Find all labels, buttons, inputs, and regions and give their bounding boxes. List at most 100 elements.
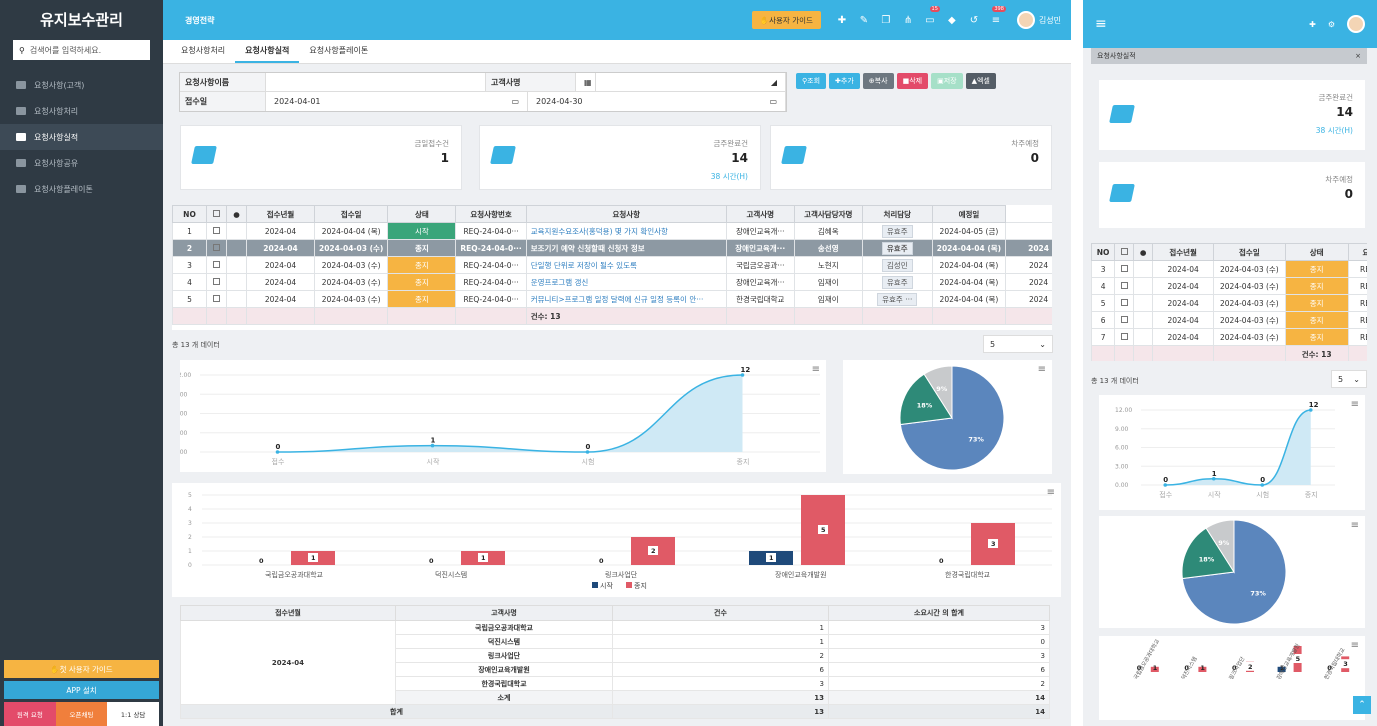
checkbox-icon[interactable]	[1120, 315, 1128, 323]
pie-slice[interactable]	[923, 365, 953, 420]
checkbox-icon[interactable]	[213, 294, 220, 302]
add-button[interactable]: ✚ 추가	[829, 73, 860, 89]
save-button[interactable]: ▣ 저장	[931, 73, 963, 89]
mobile-page-size[interactable]: 5 ⌄	[1331, 370, 1367, 388]
bell-icon[interactable]: ◆	[948, 14, 956, 26]
comment-icon[interactable]: ●	[1133, 243, 1154, 261]
date-to-input[interactable]: 2024-04-30 ▭	[528, 92, 786, 111]
checkbox-icon[interactable]	[213, 226, 220, 234]
checkbox-icon[interactable]	[1120, 281, 1128, 289]
excel-button[interactable]: ▲ 엑셀	[965, 73, 996, 89]
page-size-select[interactable]: 5 ⌄	[983, 335, 1053, 353]
grid-header[interactable]: 접수년월	[1152, 243, 1215, 261]
hamburger-icon[interactable]: ≡	[1095, 16, 1107, 32]
grid-header[interactable]: 접수일	[313, 205, 389, 223]
grid-header[interactable]: 처리담당	[861, 205, 933, 223]
tab-request-playton[interactable]: 요청사항플레이톤	[309, 46, 369, 55]
menu-icon[interactable]: ≡	[1037, 364, 1046, 375]
delete-button[interactable]: ■ 삭제	[896, 73, 929, 89]
eraser-icon[interactable]: ◢	[770, 77, 777, 87]
data-point[interactable]	[1308, 408, 1313, 412]
scroll-top-button[interactable]: ⌃	[1353, 696, 1371, 714]
sidebar-item-request-performance[interactable]: 요청사항실적	[0, 124, 163, 150]
sidebar-item-request-sharing[interactable]: 요청사항공유	[0, 150, 163, 176]
share-icon[interactable]: ⋔	[903, 14, 913, 26]
open-chat-button[interactable]: 오픈채팅	[55, 702, 108, 726]
checkbox-icon[interactable]	[1120, 264, 1128, 272]
edit-icon[interactable]: ✎	[859, 14, 869, 26]
calendar-icon[interactable]: ▭	[769, 97, 777, 106]
pie-slice[interactable]	[1181, 527, 1235, 580]
grid-header[interactable]: 요청사항번호	[455, 205, 527, 223]
bar[interactable]	[1277, 666, 1286, 672]
data-point[interactable]	[1260, 483, 1265, 487]
search-button[interactable]: ⚲ 조회	[796, 73, 827, 89]
checkbox-icon[interactable]	[1120, 298, 1128, 306]
app-install-button[interactable]: APP 설치	[4, 681, 159, 699]
mobile-tab[interactable]: 요청사항실적 ×	[1091, 48, 1367, 64]
grid-header[interactable]: 접수년월	[246, 205, 315, 223]
bar[interactable]	[1198, 666, 1207, 672]
table-row[interactable]: 2 2024-04 2024-04-03 (수) 종지 REQ-24-04-0··· 보조…	[172, 239, 1052, 257]
copy-button[interactable]: ⊕ 복사	[862, 73, 894, 89]
checkbox-icon[interactable]	[1120, 247, 1128, 255]
comment-icon[interactable]: ●	[226, 205, 247, 223]
data-point[interactable]	[1211, 476, 1216, 481]
user-name[interactable]: 김성민	[1038, 15, 1061, 25]
table-row[interactable]: 4 2024-04 2024-04-03 (수) 종지 REQ-24-04-0··· 운영…	[172, 273, 1052, 291]
list-icon[interactable]: ≡ 398	[991, 6, 1006, 26]
remote-request-button[interactable]: 원격 요청	[4, 702, 56, 726]
copy-icon[interactable]: ❐	[881, 14, 891, 26]
grid-header[interactable]: NO	[172, 205, 207, 223]
tab-request-performance[interactable]: 요청사항실적	[235, 41, 300, 63]
data-point[interactable]	[275, 450, 280, 454]
menu-icon[interactable]: ≡	[811, 364, 820, 375]
grid-header[interactable]: 상태	[1284, 243, 1349, 261]
grid-header[interactable]: NO	[1091, 243, 1116, 261]
sidebar-item-customer-requests[interactable]: 요청사항(고객)	[0, 72, 163, 98]
checkbox-icon[interactable]	[213, 209, 220, 217]
one-on-one-button[interactable]: 1:1 상담	[107, 702, 160, 726]
history-icon[interactable]: ↺	[969, 14, 979, 26]
grid-header[interactable]	[206, 205, 227, 223]
checkbox-icon[interactable]	[213, 260, 220, 268]
req-name-input[interactable]	[266, 73, 486, 91]
grid-header[interactable]	[1114, 243, 1135, 261]
data-point[interactable]	[1163, 483, 1168, 487]
inbox-icon[interactable]: ▭ 15	[925, 6, 940, 26]
sidebar-item-request-playton[interactable]: 요청사항플레이톤	[0, 176, 163, 202]
menu-icon[interactable]: ≡	[1350, 640, 1359, 651]
grid-header[interactable]: 접수일	[1213, 243, 1286, 261]
user-guide-button[interactable]: ✋ 사용자 가이드	[751, 11, 821, 29]
bar[interactable]	[1150, 666, 1159, 672]
checkbox-icon[interactable]	[1120, 332, 1128, 340]
table-row[interactable]: 3 2024-04 2024-04-03 (수) 종지 REQ-24-04-0··· 단일…	[172, 256, 1052, 274]
data-point[interactable]	[430, 443, 435, 448]
settings-icon[interactable]: ⚙	[1327, 19, 1335, 29]
sidebar-item-request-processing[interactable]: 요청사항처리	[0, 98, 163, 124]
avatar[interactable]	[1016, 11, 1035, 29]
table-row[interactable]: 5 2024-04 2024-04-03 (수) 종지 REQ-24-04-0··· 커뮤…	[172, 290, 1052, 308]
checkbox-icon[interactable]	[213, 243, 220, 251]
menu-icon[interactable]: ≡	[1350, 399, 1359, 410]
search-input[interactable]: ⚲ 검색어를 입력하세요.	[13, 40, 150, 60]
grid-header[interactable]: 요청사항	[525, 205, 727, 223]
grid-header[interactable]: 고객사명	[725, 205, 795, 223]
grid-header[interactable]: 상태	[387, 205, 457, 223]
table-row[interactable]: 1 2024-04 2024-04-04 (목) 시작 REQ-24-04-0··· 교육…	[172, 222, 1052, 240]
checkbox-icon[interactable]	[213, 277, 220, 285]
data-point[interactable]	[740, 373, 745, 377]
menu-icon[interactable]: ≡	[1350, 520, 1359, 531]
data-point[interactable]	[585, 450, 590, 454]
tab-request-processing[interactable]: 요청사항처리	[181, 46, 226, 55]
grid-header[interactable]: 예정일	[931, 205, 1007, 223]
pie-slice[interactable]	[899, 373, 953, 426]
avatar[interactable]	[1347, 15, 1365, 33]
pie-slice[interactable]	[1205, 519, 1235, 574]
grid-header[interactable]: 요청	[1347, 243, 1367, 261]
